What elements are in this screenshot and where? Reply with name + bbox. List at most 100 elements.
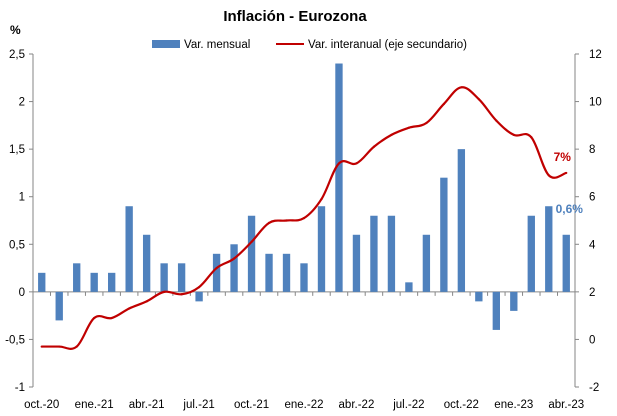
bar bbox=[317, 206, 326, 292]
left-y-axis: -1 -0,5 0 0,5 1 1,5 2 2,5 bbox=[5, 49, 34, 394]
left-tick-label: 2,5 bbox=[9, 49, 25, 61]
x-tick-label: abr.-23 bbox=[548, 399, 584, 411]
bar bbox=[230, 244, 238, 292]
line-series bbox=[40, 86, 568, 350]
line-point bbox=[495, 119, 498, 122]
left-tick-label: 0,5 bbox=[9, 239, 25, 251]
line-point bbox=[547, 174, 550, 177]
right-tick-label: 0 bbox=[589, 334, 595, 346]
line-point bbox=[302, 217, 306, 220]
chart-title: Inflación - Eurozona bbox=[223, 8, 367, 25]
bar bbox=[370, 215, 378, 292]
line-point bbox=[180, 293, 183, 296]
left-tick-label: -0,5 bbox=[5, 334, 25, 346]
data-label: 0,6% bbox=[556, 202, 584, 216]
line-point bbox=[390, 133, 393, 136]
x-tick-label: abr.-22 bbox=[339, 399, 375, 411]
bar bbox=[562, 234, 570, 292]
line-point bbox=[93, 316, 96, 320]
line-point bbox=[58, 345, 61, 348]
bar bbox=[300, 263, 308, 292]
line-point bbox=[128, 307, 131, 310]
line-point bbox=[460, 86, 463, 89]
bar bbox=[55, 291, 63, 321]
bar bbox=[475, 291, 483, 302]
bar bbox=[212, 253, 221, 292]
bar bbox=[265, 253, 273, 292]
bar bbox=[108, 272, 116, 292]
x-tick-label: jul.-21 bbox=[182, 399, 214, 411]
left-tick-label: -1 bbox=[15, 382, 25, 394]
bar bbox=[38, 272, 46, 292]
right-tick-label: 2 bbox=[589, 287, 595, 299]
x-tick-label: ene.-21 bbox=[75, 399, 114, 411]
bar bbox=[440, 177, 448, 292]
bar bbox=[247, 215, 256, 292]
bar bbox=[510, 291, 518, 311]
right-tick-label: 8 bbox=[589, 144, 595, 156]
bar bbox=[282, 253, 291, 292]
line-point bbox=[372, 145, 376, 148]
line-point bbox=[163, 290, 166, 293]
line-point bbox=[512, 133, 515, 136]
line-point bbox=[40, 345, 43, 348]
line-point bbox=[425, 121, 428, 125]
left-tick-label: 0 bbox=[19, 287, 25, 299]
line-point bbox=[565, 171, 568, 175]
line-point bbox=[250, 240, 253, 244]
right-tick-label: -2 bbox=[589, 382, 599, 394]
line-point bbox=[530, 136, 533, 139]
line-point bbox=[355, 162, 358, 165]
bar bbox=[125, 206, 133, 292]
line-point bbox=[337, 162, 341, 165]
x-tick-label: abr.-21 bbox=[129, 399, 165, 411]
bar bbox=[545, 206, 553, 292]
bar bbox=[335, 63, 343, 292]
annotations: 7% 0,6% bbox=[554, 150, 584, 216]
line-point bbox=[232, 257, 236, 260]
line-point bbox=[285, 219, 288, 222]
right-y-axis: -2 0 2 4 6 8 10 12 bbox=[574, 49, 602, 394]
right-tick-label: 10 bbox=[589, 97, 602, 109]
left-tick-label: 1,5 bbox=[9, 144, 25, 156]
x-tick-label: oct.-20 bbox=[24, 399, 59, 411]
right-tick-label: 12 bbox=[589, 49, 602, 61]
line-point bbox=[267, 221, 271, 224]
line-point bbox=[75, 345, 78, 348]
bar-series bbox=[38, 63, 570, 330]
bar bbox=[195, 291, 203, 302]
x-tick-label: ene.-22 bbox=[284, 399, 323, 411]
x-tick-label: oct.-21 bbox=[234, 399, 269, 411]
legend-line-label: Var. interanual (eje secundario) bbox=[308, 39, 467, 51]
bar bbox=[405, 282, 413, 292]
legend-bar-label: Var. mensual bbox=[184, 39, 250, 51]
line-point bbox=[145, 300, 148, 303]
bar bbox=[492, 291, 500, 330]
left-tick-label: 2 bbox=[19, 97, 25, 109]
bar bbox=[527, 215, 535, 292]
bar bbox=[142, 234, 151, 292]
bar bbox=[457, 149, 466, 292]
right-tick-label: 6 bbox=[589, 192, 595, 204]
bar bbox=[73, 263, 81, 292]
line-point bbox=[197, 286, 201, 289]
bar bbox=[177, 263, 186, 292]
line-point bbox=[477, 98, 480, 101]
line-point bbox=[407, 126, 411, 129]
bar bbox=[387, 215, 396, 292]
line-point bbox=[215, 266, 218, 270]
line-point bbox=[442, 102, 445, 106]
x-axis: oct.-20 ene.-21 abr.-21 jul.-21 oct.-21 ene.-… bbox=[24, 291, 584, 411]
legend: Var. mensual Var. interanual (eje secund… bbox=[152, 39, 467, 51]
y-unit-label: % bbox=[10, 23, 21, 37]
x-tick-label: jul.-22 bbox=[392, 399, 424, 411]
right-tick-label: 4 bbox=[589, 239, 596, 251]
data-label: 7% bbox=[554, 150, 572, 164]
left-tick-label: 1 bbox=[19, 192, 25, 204]
bar bbox=[160, 263, 168, 292]
legend-bar-swatch bbox=[152, 40, 180, 48]
x-tick-label: oct.-22 bbox=[444, 399, 479, 411]
bar bbox=[352, 234, 361, 292]
bar bbox=[90, 272, 98, 292]
